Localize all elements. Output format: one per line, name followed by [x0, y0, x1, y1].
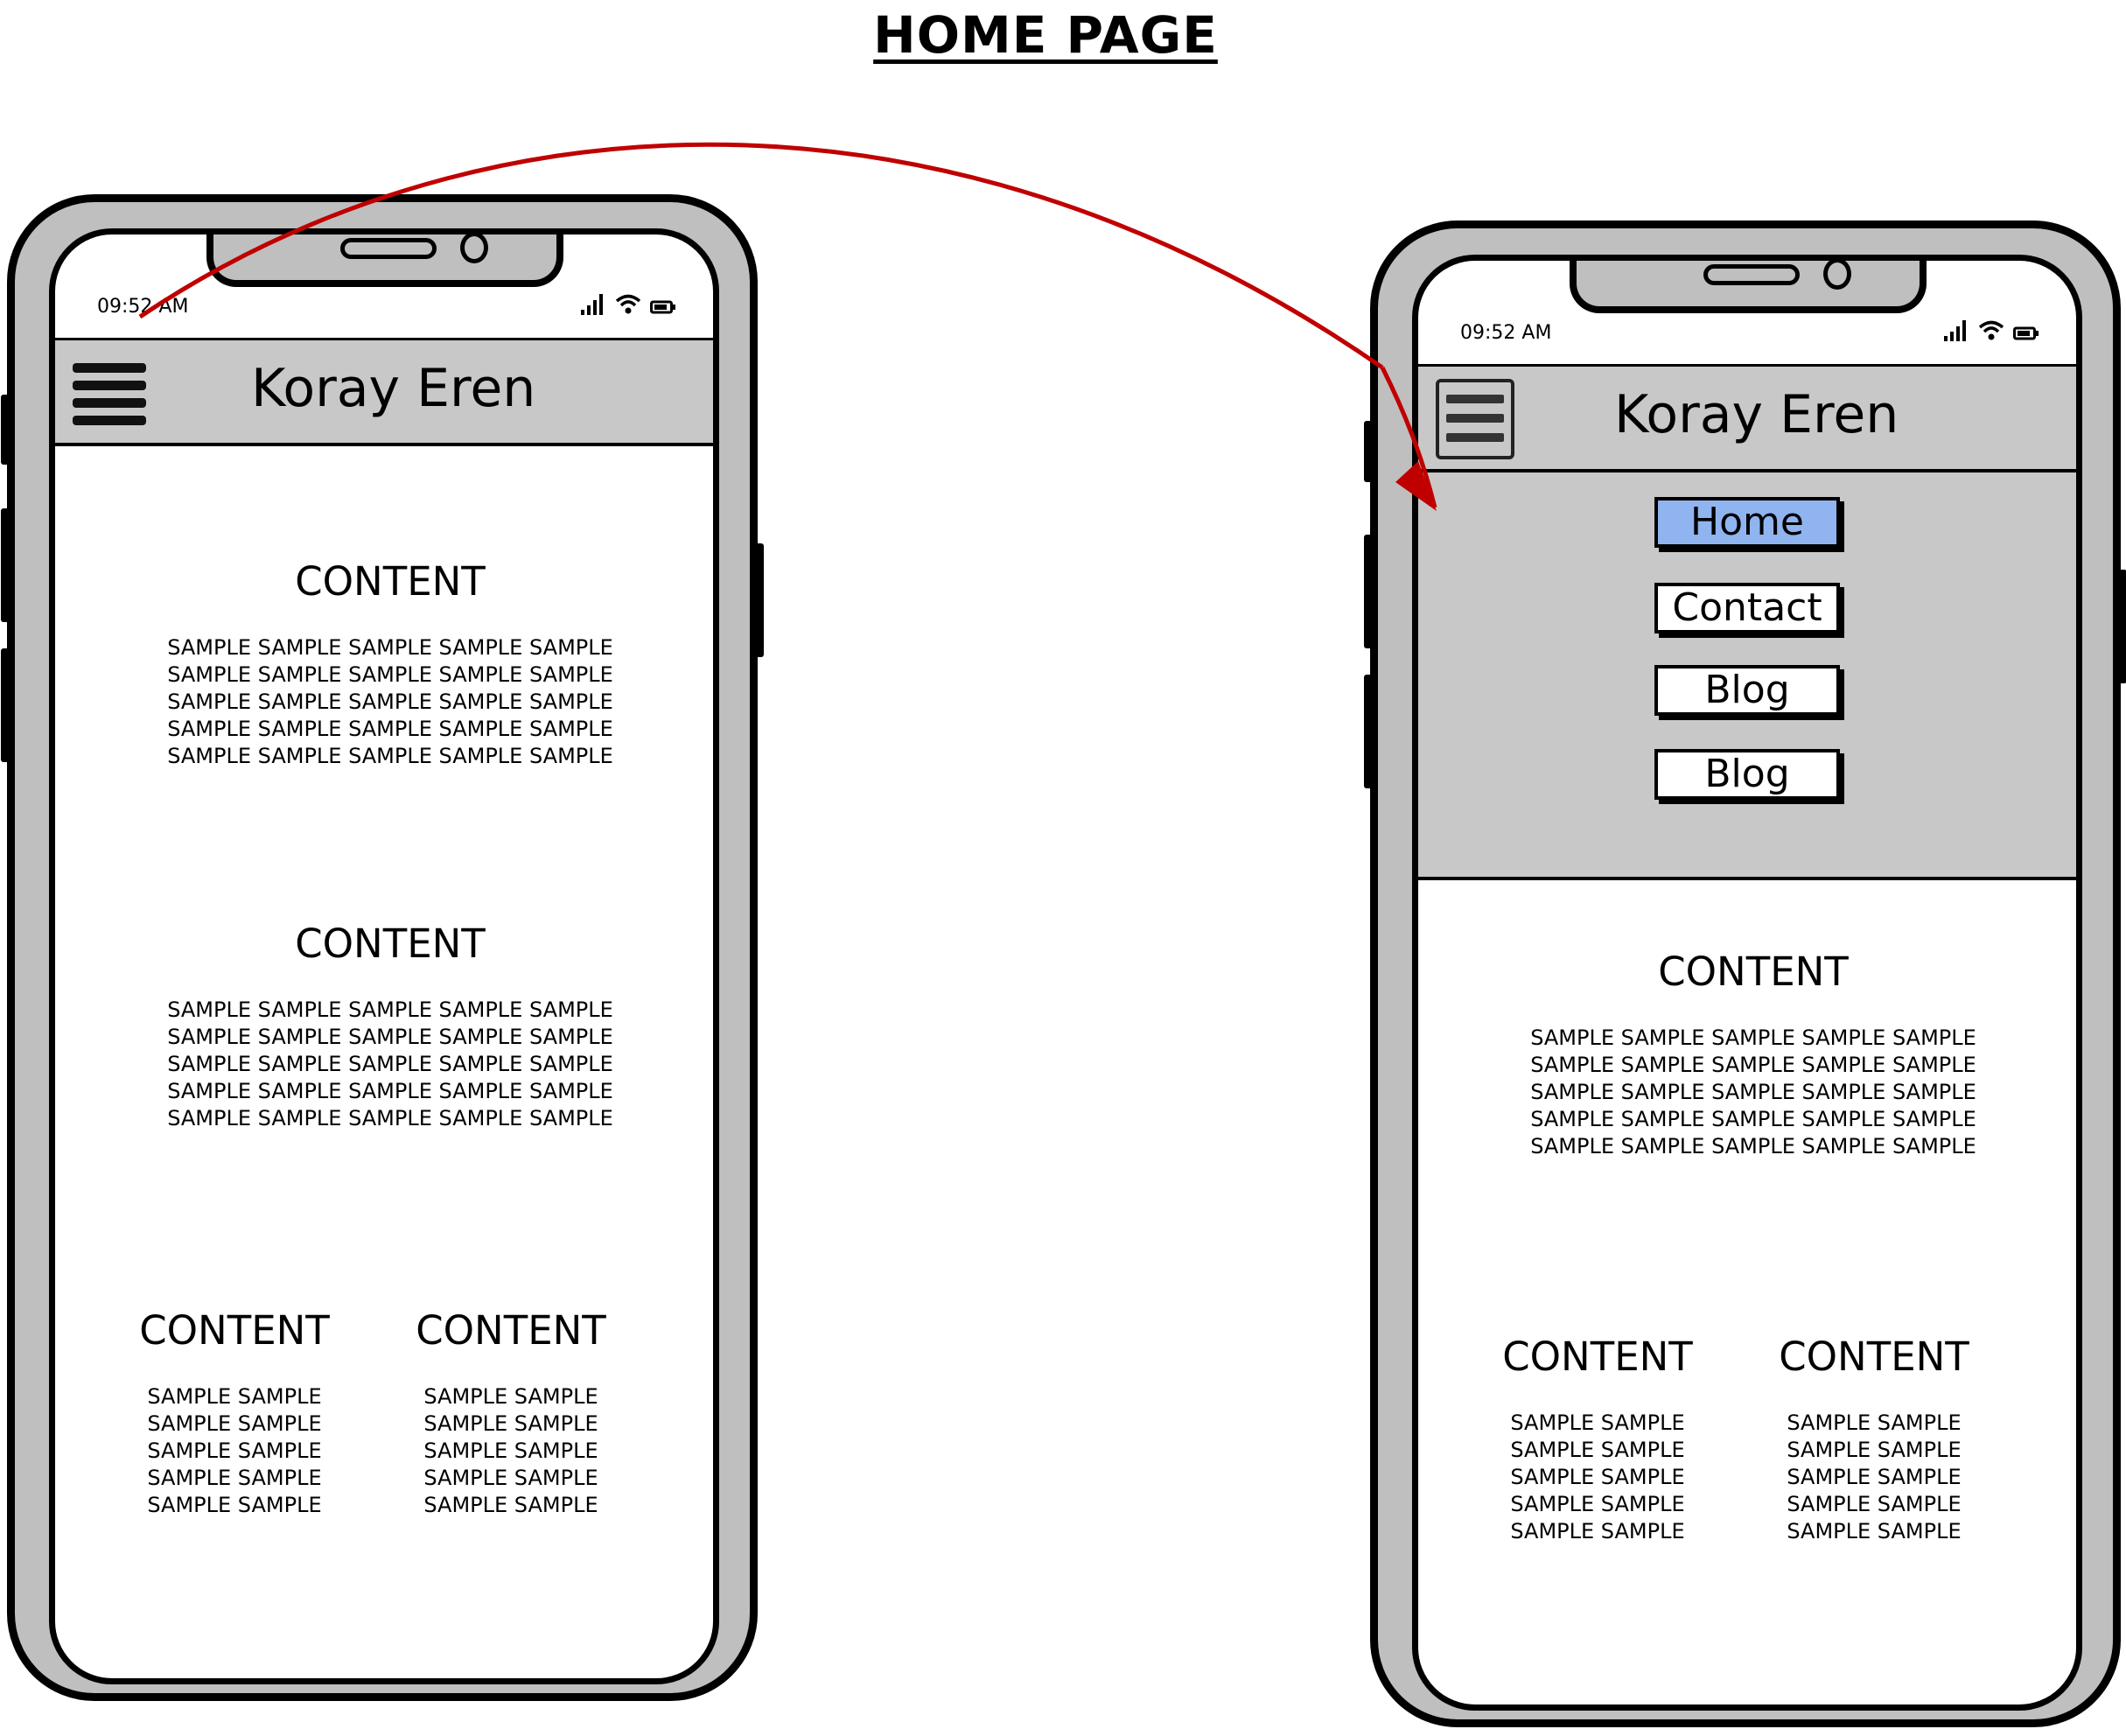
- menu-item-contact[interactable]: Contact: [1654, 583, 1840, 634]
- content-column-right: CONTENT SAMPLE SAMPLE SAMPLE SAMPLE SAMP…: [1747, 1334, 2001, 1545]
- menu-item-home[interactable]: Home: [1654, 497, 1840, 548]
- app-header: Koray Eren: [1418, 364, 2076, 472]
- content-text: SAMPLE SAMPLE SAMPLE SAMPLE SAMPLE SAMPL…: [167, 635, 613, 768]
- content-text: SAMPLE SAMPLE SAMPLE SAMPLE SAMPLE SAMPL…: [1510, 1410, 1685, 1544]
- content-text: SAMPLE SAMPLE SAMPLE SAMPLE SAMPLE SAMPL…: [147, 1384, 322, 1517]
- phone-expanded: 09:52 AM Koray Eren: [1364, 220, 2126, 1727]
- phone-side-button: [1364, 535, 1373, 648]
- phone-notch: [1570, 261, 1927, 313]
- wifi-icon: [1978, 320, 2004, 340]
- app-title: Koray Eren: [251, 358, 536, 419]
- content-heading: CONTENT: [295, 920, 486, 967]
- wifi-icon: [615, 294, 641, 314]
- phone-screen: 09:52 AM Koray Eren: [49, 228, 719, 1684]
- speaker-grille: [340, 238, 437, 259]
- hamburger-icon[interactable]: [73, 358, 146, 428]
- status-time: 09:52 AM: [1460, 322, 1552, 344]
- phone-side-button: [1364, 421, 1373, 482]
- menu-item-blog-2[interactable]: Blog: [1654, 749, 1840, 800]
- camera-icon: [1823, 261, 1851, 290]
- battery-icon: [2013, 326, 2039, 340]
- phone-notch: [206, 234, 563, 287]
- phone-side-button: [2118, 570, 2126, 683]
- camera-icon: [460, 234, 488, 263]
- status-time: 09:52 AM: [97, 296, 189, 318]
- speaker-grille: [1703, 264, 1800, 285]
- phone-screen: 09:52 AM Koray Eren: [1412, 255, 2082, 1711]
- nav-menu-panel: Home Contact Blog Blog: [1418, 472, 2076, 880]
- menu-item-blog[interactable]: Blog: [1654, 665, 1840, 716]
- content-heading: CONTENT: [1658, 948, 1849, 995]
- content-column-left: CONTENT SAMPLE SAMPLE SAMPLE SAMPLE SAMP…: [108, 1307, 361, 1519]
- content-heading: CONTENT: [139, 1307, 330, 1354]
- content-section: CONTENT SAMPLE SAMPLE SAMPLE SAMPLE SAMP…: [1418, 948, 2076, 1160]
- content-text: SAMPLE SAMPLE SAMPLE SAMPLE SAMPLE SAMPL…: [1787, 1410, 1962, 1544]
- phone-side-button: [1, 395, 10, 465]
- content-text: SAMPLE SAMPLE SAMPLE SAMPLE SAMPLE SAMPL…: [1530, 1026, 1976, 1158]
- content-heading: CONTENT: [295, 558, 486, 605]
- status-icons: [1943, 318, 2039, 341]
- phone-side-button: [1, 648, 10, 762]
- battery-icon: [650, 300, 675, 314]
- page-title: HOME PAGE: [873, 5, 1218, 65]
- content-column-right: CONTENT SAMPLE SAMPLE SAMPLE SAMPLE SAMP…: [384, 1307, 638, 1519]
- phone-side-button: [1, 508, 10, 622]
- content-heading: CONTENT: [416, 1307, 606, 1354]
- signal-icon: [1944, 320, 1966, 341]
- hamburger-icon[interactable]: [1436, 379, 1514, 459]
- app-title: Koray Eren: [1614, 384, 1899, 445]
- content-column-left: CONTENT SAMPLE SAMPLE SAMPLE SAMPLE SAMP…: [1471, 1334, 1724, 1545]
- app-header: Koray Eren: [55, 338, 713, 446]
- phone-collapsed: 09:52 AM Koray Eren: [1, 194, 764, 1701]
- phone-side-button: [1364, 675, 1373, 788]
- phone-side-button: [755, 543, 764, 657]
- content-text: SAMPLE SAMPLE SAMPLE SAMPLE SAMPLE SAMPL…: [167, 998, 613, 1130]
- content-heading: CONTENT: [1779, 1334, 1969, 1380]
- status-icons: [580, 292, 676, 315]
- content-text: SAMPLE SAMPLE SAMPLE SAMPLE SAMPLE SAMPL…: [423, 1384, 598, 1517]
- signal-icon: [581, 294, 603, 315]
- content-section: CONTENT SAMPLE SAMPLE SAMPLE SAMPLE SAMP…: [55, 920, 713, 1132]
- content-section: CONTENT SAMPLE SAMPLE SAMPLE SAMPLE SAMP…: [55, 558, 713, 770]
- content-heading: CONTENT: [1502, 1334, 1693, 1380]
